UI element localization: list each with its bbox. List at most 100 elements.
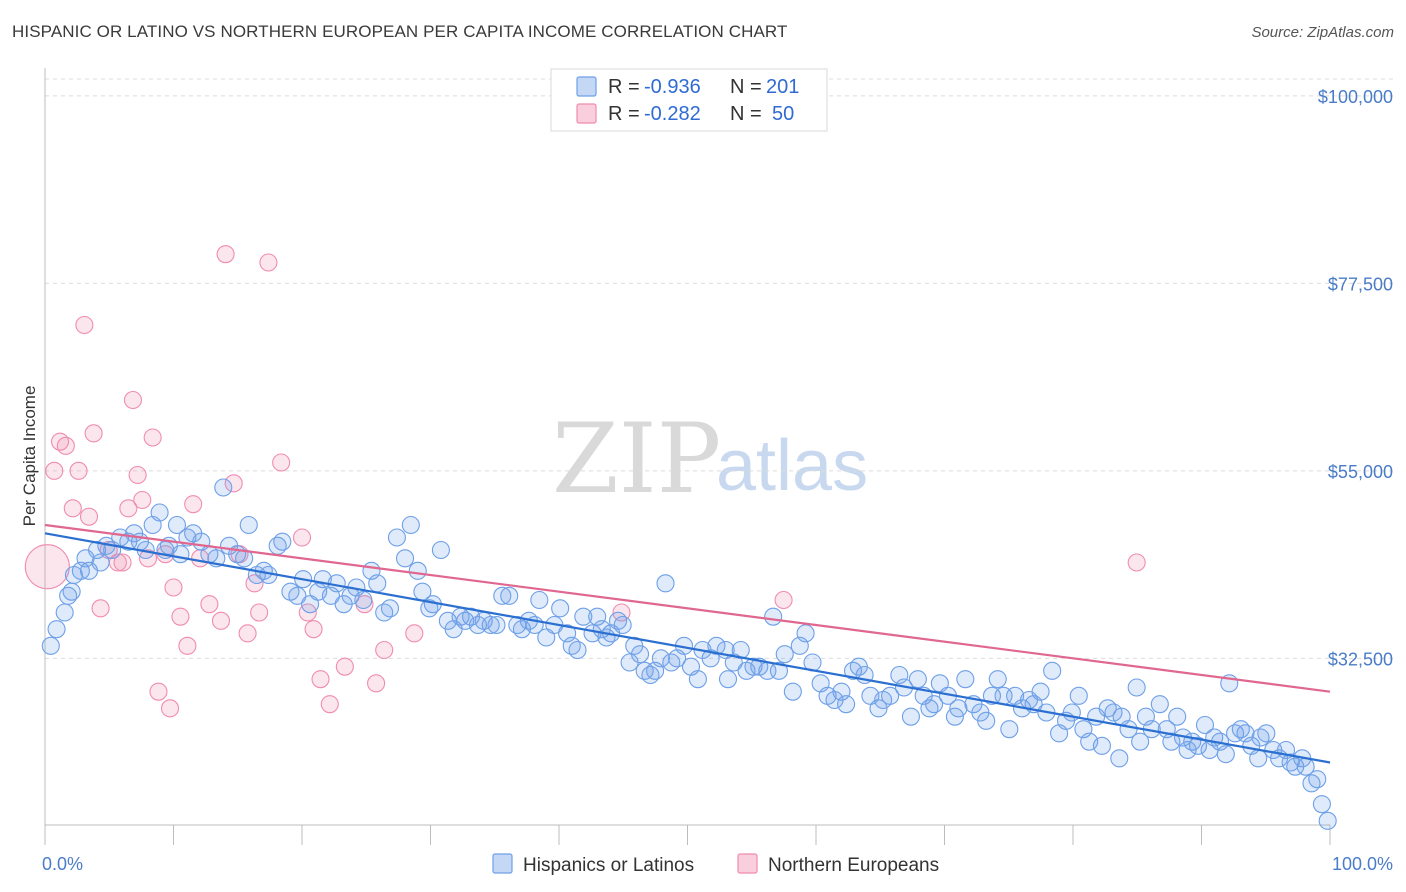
chart-title: HISPANIC OR LATINO VS NORTHERN EUROPEAN … [12,22,788,41]
point-hispanic-84 [568,640,587,660]
grid [45,78,1395,659]
point-northern-36 [272,453,291,472]
legend-r-label-2: R = [608,103,640,125]
point-hispanic-1 [47,620,66,639]
point-hispanic-92 [613,615,632,635]
y-tick-label-3: $100,000 [1318,87,1393,107]
point-hispanic-70 [481,615,500,635]
point-hispanic-55 [387,528,406,547]
point-hispanic-19 [150,503,169,522]
point-hispanic-165 [1069,686,1088,705]
y-tick-label-2: $77,500 [1328,274,1393,294]
point-northern-24 [178,636,197,655]
point-northern-30 [224,474,243,493]
point-northern-32 [238,624,257,643]
point-hispanic-142 [925,695,944,714]
point-northern-16 [133,490,152,510]
point-northern-12 [113,553,132,572]
bottom-legend-label-hispanic: Hispanics or Latinos [523,855,694,876]
point-hispanic-122 [796,624,815,643]
point-hispanic-22 [167,515,187,535]
y-tick-label-0: $32,500 [1328,649,1393,669]
trend-lines [44,523,1331,764]
point-hispanic-73 [500,586,519,605]
point-hispanic-114 [744,657,763,676]
point-hispanic-57 [401,515,420,535]
point-hispanic-179 [1150,695,1169,714]
point-hispanic-33 [239,515,258,535]
point-northern-40 [311,670,330,689]
point-northern-39 [304,620,323,639]
point-hispanic-209 [1312,795,1331,814]
watermark: ZIP atlas [552,403,868,515]
series-northern-europeans [24,245,1146,718]
point-hispanic-146 [949,699,968,718]
point-northern-48 [774,590,793,610]
point-hispanic-2 [55,603,74,622]
point-hispanic-99 [651,649,670,668]
trend-line-northern [44,523,1331,693]
point-hispanic-197 [1249,749,1268,768]
point-hispanic-58 [408,561,427,580]
point-northern-3 [56,436,75,455]
series-hispanics-or-latinos [41,478,1337,830]
point-northern-1 [45,461,64,480]
point-hispanic-120 [783,682,802,701]
point-hispanic-52 [368,574,387,593]
point-northern-4 [63,499,82,518]
trend-line-hispanic [44,532,1331,764]
point-northern-5 [69,461,88,480]
point-northern-8 [84,424,103,443]
point-northern-23 [171,607,190,626]
point-hispanic-78 [530,590,549,610]
point-hispanic-147 [956,670,975,689]
point-northern-35 [259,253,278,272]
point-hispanic-210 [1318,811,1337,830]
point-northern-9 [91,599,110,618]
point-hispanic-38 [273,532,292,551]
point-hispanic-208 [1308,770,1327,789]
point-northern-18 [143,428,162,447]
point-northern-42 [335,657,354,676]
legend-swatch-northern [576,103,597,124]
point-hispanic-40 [288,586,307,605]
point-hispanic-72 [493,586,512,605]
point-northern-25 [184,495,203,514]
point-northern-41 [320,695,339,714]
point-northern-22 [164,578,183,597]
point-hispanic-117 [764,607,783,626]
x-tick-label-0: 0.0% [42,854,83,874]
point-hispanic-4 [62,582,81,601]
point-northern-29 [216,245,235,264]
point-hispanic-81 [551,599,570,618]
point-northern-15 [128,465,147,485]
point-northern-46 [405,624,424,643]
legend-r-value-2: -0.282 [644,103,701,125]
y-tick-label-1: $55,000 [1328,462,1393,482]
point-hispanic-182 [1168,707,1187,726]
point-hispanic-169 [1092,736,1111,755]
point-hispanic-139 [908,670,927,689]
source-credit: Source: ZipAtlas.com [1251,24,1394,41]
point-northern-37 [292,528,312,547]
point-northern-44 [367,674,386,693]
point-northern-0 [24,544,70,590]
point-hispanic-56 [395,549,415,568]
point-hispanic-118 [769,661,789,680]
point-northern-7 [79,507,99,526]
point-hispanic-0 [41,636,60,655]
watermark-atlas: atlas [716,426,868,506]
point-northern-34 [250,603,269,622]
axes [44,68,1331,845]
bottom-legend-label-northern: Northern Europeans [768,855,939,876]
point-hispanic-119 [775,645,794,664]
stats-legend: R = -0.936 N = 201 R = -0.282 N = 50 [550,68,828,132]
legend-swatch-hispanic [576,76,597,97]
point-hispanic-171 [1104,703,1123,722]
point-hispanic-10 [91,553,110,572]
point-hispanic-71 [487,615,506,635]
point-northern-27 [200,595,219,614]
y-tick-labels: $32,500 $55,000 $77,500 $100,000 [1318,87,1393,669]
point-northern-19 [149,682,168,701]
point-hispanic-187 [1195,715,1215,735]
